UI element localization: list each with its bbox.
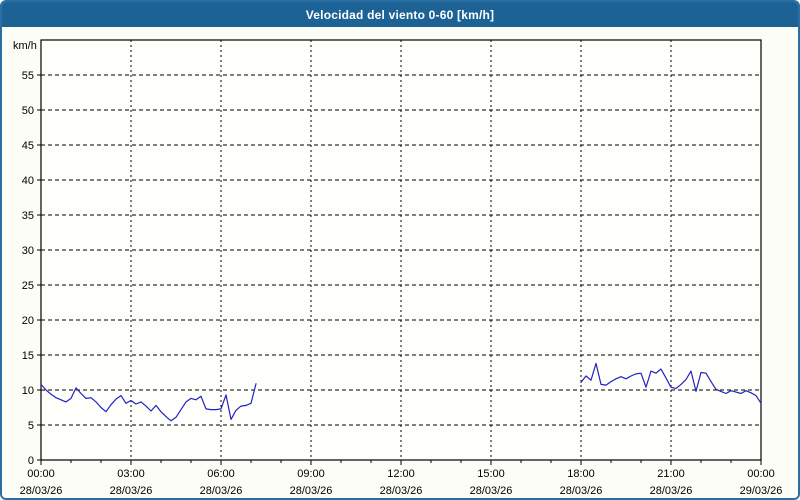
x-axis — [40, 460, 762, 465]
svg-text:45: 45 — [22, 140, 34, 152]
svg-text:28/03/26: 28/03/26 — [380, 485, 423, 497]
svg-text:55: 55 — [22, 70, 34, 82]
svg-text:21:00: 21:00 — [657, 468, 685, 480]
svg-text:00:00: 00:00 — [747, 468, 775, 480]
svg-text:28/03/26: 28/03/26 — [20, 485, 63, 497]
svg-text:25: 25 — [22, 280, 34, 292]
svg-text:28/03/26: 28/03/26 — [560, 485, 603, 497]
svg-text:5: 5 — [28, 420, 34, 432]
svg-text:10: 10 — [22, 385, 34, 397]
y-axis: 0 5 10 15 20 25 30 35 40 45 50 55 — [22, 70, 41, 467]
x-axis-labels: 00:00 28/03/26 03:00 28/03/26 06:00 28/03/26 0… — [20, 468, 783, 497]
svg-text:35: 35 — [22, 210, 34, 222]
svg-text:06:00: 06:00 — [207, 468, 235, 480]
svg-text:28/03/26: 28/03/26 — [290, 485, 333, 497]
svg-text:18:00: 18:00 — [567, 468, 595, 480]
svg-text:km/h: km/h — [13, 40, 37, 52]
svg-text:28/03/26: 28/03/26 — [650, 485, 693, 497]
svg-text:30: 30 — [22, 245, 34, 257]
series-line-wind-speed-early-morning — [40, 383, 257, 422]
svg-text:0: 0 — [28, 455, 34, 467]
data-series — [40, 362, 762, 422]
svg-text:00:00: 00:00 — [27, 468, 55, 480]
svg-text:03:00: 03:00 — [117, 468, 145, 480]
svg-text:15:00: 15:00 — [477, 468, 505, 480]
series-line-wind-speed-evening — [580, 362, 762, 404]
svg-text:12:00: 12:00 — [387, 468, 415, 480]
svg-text:20: 20 — [22, 315, 34, 327]
svg-text:50: 50 — [22, 105, 34, 117]
svg-text:28/03/26: 28/03/26 — [200, 485, 243, 497]
chart-title: Velocidad del viento 0-60 [km/h] — [305, 7, 495, 22]
vertical-gridlines — [130, 40, 672, 460]
chart-titlebar: Velocidad del viento 0-60 [km/h] — [2, 2, 798, 27]
svg-text:28/03/26: 28/03/26 — [470, 485, 513, 497]
svg-text:15: 15 — [22, 350, 34, 362]
svg-text:09:00: 09:00 — [297, 468, 325, 480]
svg-text:40: 40 — [22, 175, 34, 187]
wind-speed-chart: 0510152025303540455055km/h00:0028/03/260… — [13, 39, 783, 497]
svg-text:29/03/26: 29/03/26 — [740, 485, 783, 497]
svg-text:28/03/26: 28/03/26 — [110, 485, 153, 497]
chart-area: 0 5 10 15 20 25 30 35 40 45 50 55 km/h 00:00 28/03/26 0… — [2, 27, 798, 498]
y-unit-label: km/h — [13, 40, 37, 52]
